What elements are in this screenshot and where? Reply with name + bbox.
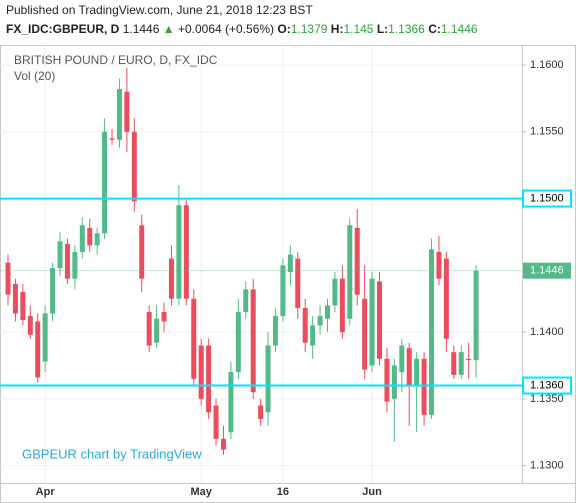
- candle-body: [235, 312, 241, 373]
- hline-label: 1.1360: [530, 379, 564, 391]
- candle-body: [146, 312, 152, 346]
- candle-body: [332, 278, 338, 306]
- candle-body: [198, 345, 204, 399]
- candle-body: [324, 305, 330, 319]
- watermark: GBPEUR chart by TradingView: [22, 446, 202, 461]
- candle-body: [354, 227, 360, 295]
- candle-body: [116, 89, 122, 140]
- x-tick-label: May: [190, 486, 212, 498]
- candle-body: [362, 298, 368, 370]
- h-label: H:: [330, 22, 344, 36]
- candle-body: [12, 284, 18, 314]
- candle-body: [27, 316, 33, 335]
- candle-body: [377, 281, 382, 359]
- hline-label: 1.1500: [530, 192, 564, 204]
- candle-body: [72, 251, 78, 279]
- candle-body: [176, 205, 182, 299]
- chart-title: BRITISH POUND / EURO, D, FX_IDC: [14, 53, 218, 67]
- candle-body: [399, 345, 405, 373]
- y-tick-label: 1.1300: [530, 460, 564, 472]
- candle-body: [109, 138, 115, 140]
- candle-body: [414, 358, 420, 386]
- candle-body: [57, 241, 63, 269]
- o-value: 1.1379: [290, 22, 328, 36]
- candle-body: [161, 312, 167, 322]
- quote-line: FX_IDC:GBPEUR, D 1.1446 ▲ +0.0064 (+0.56…: [6, 22, 478, 36]
- candle-body: [102, 131, 108, 234]
- c-label: C:: [428, 22, 441, 36]
- candle-body: [280, 265, 286, 317]
- candle-body: [451, 352, 457, 375]
- candle-body: [310, 325, 316, 346]
- up-arrow: ▲: [162, 22, 175, 36]
- hline-label-box: [522, 376, 572, 395]
- candle-body: [42, 313, 48, 362]
- candle-body: [220, 438, 226, 450]
- x-tick-label: 16: [277, 486, 289, 498]
- candle-body: [391, 365, 397, 399]
- candle-body: [458, 352, 464, 375]
- candle-body: [168, 258, 174, 299]
- last-price-label: 1.1446: [530, 265, 564, 277]
- candle-body: [183, 205, 189, 299]
- candle-body: [421, 358, 427, 415]
- candle-body: [35, 321, 41, 378]
- candle-body: [443, 258, 449, 339]
- candle-body: [436, 251, 442, 279]
- y-tick-label: 1.1550: [530, 126, 564, 138]
- candle-body: [287, 254, 293, 273]
- candle-body: [258, 405, 264, 419]
- candle-body: [213, 405, 219, 439]
- x-tick-label: Jun: [362, 486, 382, 498]
- candle-body: [228, 372, 234, 433]
- candle-body: [347, 225, 353, 319]
- candle-body: [191, 298, 197, 379]
- candle-body: [369, 278, 375, 366]
- candle-body: [5, 262, 11, 295]
- y-tick-label: 1.1600: [530, 59, 564, 71]
- candle-body: [317, 316, 323, 326]
- y-tick-label: 1.1350: [530, 393, 564, 405]
- candle-body: [139, 225, 145, 279]
- symbol: FX_IDC:GBPEUR, D: [6, 22, 120, 36]
- candle-body: [265, 345, 271, 413]
- candle-body: [250, 289, 256, 393]
- o-label: O:: [277, 22, 291, 36]
- candle-body: [302, 308, 308, 343]
- c-value: 1.1446: [440, 22, 478, 36]
- published: Published on TradingView.com, June 21, 2…: [6, 3, 313, 17]
- candle-body: [154, 318, 160, 343]
- candle-body: [50, 268, 56, 314]
- candle-body: [206, 345, 212, 413]
- candle-body: [429, 249, 435, 415]
- last-price: 1.1446: [122, 22, 160, 36]
- candle-body: [295, 258, 301, 309]
- candle-body: [466, 358, 472, 361]
- indicator: Vol (20): [14, 69, 55, 83]
- candle-body: [339, 278, 345, 333]
- candle-body: [20, 292, 26, 321]
- y-tick-label: 1.1400: [530, 326, 564, 338]
- change: +0.0064 (+0.56%): [177, 22, 275, 36]
- candle-body: [64, 243, 70, 279]
- candle-body: [384, 358, 390, 402]
- candle-body: [406, 348, 412, 386]
- candle-body: [243, 289, 249, 313]
- candle-body: [124, 91, 130, 132]
- candle-body: [94, 233, 100, 246]
- l-value: 1.1366: [388, 22, 425, 36]
- l-label: L:: [376, 22, 389, 36]
- candle-body: [272, 316, 278, 346]
- candle-body: [79, 225, 85, 252]
- x-tick-label: Apr: [36, 486, 56, 498]
- hline-label-box: [522, 189, 572, 208]
- frame: [0, 45, 576, 503]
- candle-body: [473, 270, 479, 361]
- candle-body: [131, 131, 137, 202]
- candle-body: [87, 227, 93, 246]
- last-price-box: [523, 262, 571, 279]
- h-value: 1.145: [343, 22, 374, 36]
